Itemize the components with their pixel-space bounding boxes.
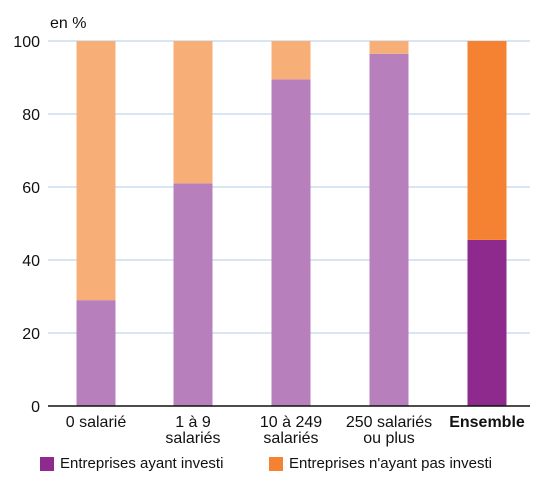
y-tick-labels: 0 20 40 60 80 100 [13,34,40,416]
bar-invested-0 [76,300,116,406]
legend-item-not-invested: Entreprises n'ayant pas investi [269,455,492,472]
legend-swatch-not-invested [269,456,283,471]
y-unit-label: en % [50,15,86,32]
y-tick-label-40: 40 [22,253,40,270]
bar-invested-3 [369,53,409,407]
legend-label-not-invested: Entreprises n'ayant pas investi [289,455,492,472]
legend: Entreprises ayant investi Entreprises n'… [40,455,530,475]
y-tick-label-0: 0 [31,399,40,416]
legend-label-invested: Entreprises ayant investi [60,455,224,472]
x-tick-label-2: 10 à 249 salariés [260,414,322,447]
bar-not-invested-4 [467,41,507,240]
bar-not-invested-0 [76,41,116,301]
x-tick-label-4: Ensemble [449,414,525,431]
y-tick-label-100: 100 [13,34,40,51]
bar-not-invested-2 [271,41,311,80]
y-tick-label-60: 60 [22,180,40,197]
y-tick-label-20: 20 [22,326,40,343]
legend-item-invested: Entreprises ayant investi [40,455,223,472]
bar-invested-2 [271,79,311,406]
x-tick-label-0: 0 salarié [66,414,127,431]
bar-not-invested-1 [173,41,213,184]
x-tick-label-1: 1 à 9 salariés [165,414,220,447]
x-tick-labels: 0 salarié 1 à 9 salariés 10 à 249 salariés 25… [66,414,525,447]
bar-not-invested-3 [369,41,409,54]
x-tick-label-3: 250 salariés ou plus [346,414,432,447]
y-tick-label-80: 80 [22,107,40,124]
bar-invested-1 [173,183,213,406]
legend-swatch-invested [40,456,54,471]
bars [76,41,507,407]
bar-invested-4 [467,239,507,406]
